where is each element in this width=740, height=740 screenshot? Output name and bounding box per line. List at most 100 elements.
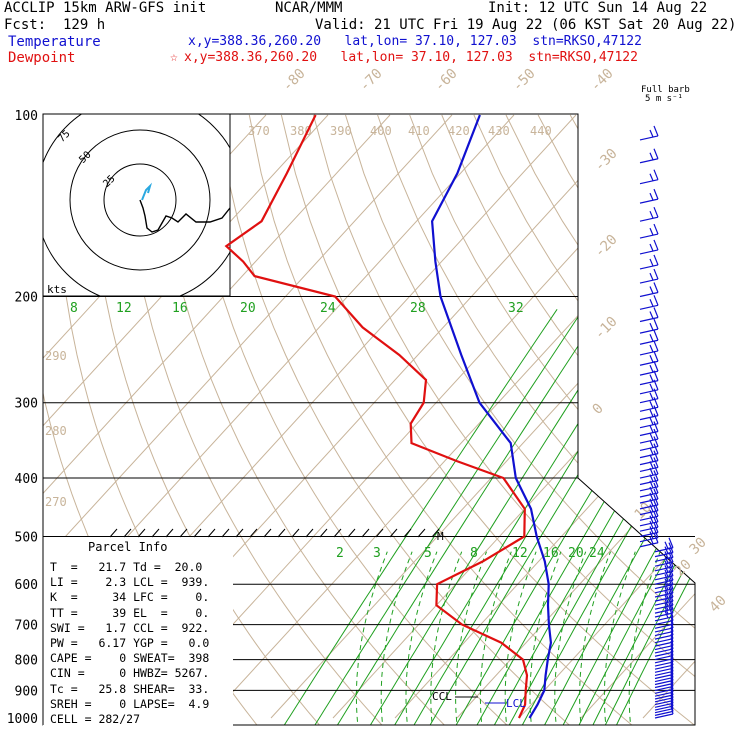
temperature-profile <box>430 114 553 719</box>
mixing-ratio-label: 24 <box>320 301 336 316</box>
hatch-mark <box>249 528 258 538</box>
wind-barb <box>639 470 659 486</box>
wind-barb <box>639 532 659 548</box>
theta-label: 410 <box>408 124 430 138</box>
mixing-ratio-line <box>575 309 695 725</box>
hatch-mark <box>235 528 244 538</box>
mixing-ratio-line <box>589 309 695 725</box>
wind-barb <box>654 700 674 714</box>
mixing-ratio-line <box>280 309 558 725</box>
wind-barb <box>654 666 674 680</box>
isotherm <box>705 115 740 718</box>
mixing-ratio-line <box>473 309 695 725</box>
theta-label: 290 <box>45 349 67 363</box>
wind-barb <box>654 647 674 661</box>
theta-label: 370 <box>248 124 270 138</box>
wind-barb <box>654 697 674 711</box>
wind-barb <box>654 675 674 689</box>
wind-barb <box>654 616 674 629</box>
wind-barb <box>654 705 674 719</box>
model-title: ACCLIP 15km ARW-GFS init <box>4 0 207 16</box>
mixing-ratio-label: 8 <box>470 546 478 561</box>
dewpoint-legend: Dewpoint <box>8 50 76 66</box>
wind-barb <box>639 330 659 345</box>
dry-adiabat <box>377 114 695 725</box>
parcel-row: CELL = 282/27 <box>50 712 141 727</box>
wind-barb <box>654 663 674 677</box>
theta-label: 440 <box>530 124 552 138</box>
mixing-ratio-label: 20 <box>240 301 256 316</box>
wind-barb <box>639 223 659 239</box>
theta-label: 280 <box>45 424 67 438</box>
wind-barb <box>639 307 659 323</box>
wind-barb <box>654 669 674 683</box>
hatch-mark <box>389 528 398 538</box>
hodograph-trace-low <box>141 182 153 201</box>
dry-adiabat <box>120 114 388 725</box>
parcel-row: T = 21.7 Td = 20.0 <box>50 560 203 574</box>
hatch-mark <box>375 528 384 538</box>
moist-adiabat <box>529 551 562 725</box>
lcl-marker: LCL <box>485 697 526 710</box>
wind-barb <box>639 482 659 498</box>
parcel-row: SREH = 0 LAPSE= 4.9 <box>50 696 210 711</box>
barb-scale-label: Full barb <box>641 85 690 95</box>
wind-barb <box>654 703 674 716</box>
dry-adiabat <box>312 114 695 725</box>
pressure-axis: 100 200 300 400 500 600 700 800 900 1000 <box>7 109 38 727</box>
dewpoint-profile <box>224 114 529 719</box>
pressure-tick-label: 500 <box>15 530 38 545</box>
wind-barb <box>639 125 659 141</box>
hatch-mark <box>221 528 230 538</box>
isotherm-label: -70 <box>357 66 386 95</box>
wind-barb <box>639 443 659 459</box>
hatch-mark <box>137 528 146 538</box>
isotherm-label: -10 <box>592 314 621 343</box>
wind-barb <box>639 254 659 270</box>
hodograph-trace <box>139 199 231 233</box>
dewpoint-star-icon: ☆ <box>170 50 178 65</box>
center-label: NCAR/MMM <box>275 0 343 16</box>
mixing-ratio-label: 8 <box>70 301 78 316</box>
wind-barb <box>654 692 674 706</box>
parcel-row: CIN = 0 HWBZ= 5267. <box>50 666 210 681</box>
moist-adiabat <box>380 551 413 725</box>
moist-adiabat <box>405 551 438 725</box>
hatch-mark <box>277 528 286 538</box>
hatch-mark <box>151 528 160 538</box>
hodograph-units: kts <box>47 283 67 296</box>
pressure-tick-label: 700 <box>15 619 38 634</box>
pressure-tick-label: 600 <box>15 578 38 593</box>
dry-adiabat <box>409 114 695 725</box>
wind-barb <box>654 650 674 664</box>
hatch-mark <box>207 528 216 538</box>
wind-barb <box>639 295 659 310</box>
parcel-row: LI = 2.3 LCL = 939. <box>50 575 210 590</box>
mixing-ratio-line <box>541 309 695 725</box>
wind-barb <box>654 657 674 670</box>
hatch-mark <box>403 528 412 538</box>
pressure-tick-label: 100 <box>15 109 38 124</box>
hatch-mark <box>109 528 118 538</box>
dewpoint-location: x,y=388.36,260.20 lat,lon= 37.10, 127.03… <box>184 50 638 65</box>
hatch-mark <box>165 528 174 538</box>
wind-barb <box>654 637 674 651</box>
isotherm-label: -60 <box>432 66 461 95</box>
wind-barb <box>654 689 674 703</box>
mixing-ratio-line <box>518 309 695 725</box>
wind-barb <box>639 494 659 510</box>
isotherm-label: 0 <box>590 401 607 418</box>
barb-scale-units: 5 m s⁻¹ <box>645 94 683 104</box>
pressure-tick-label: 800 <box>15 654 38 669</box>
isotherm-label: 30 <box>687 535 710 558</box>
moist-adiabat <box>504 551 537 725</box>
pressure-tick-label: 200 <box>15 291 38 306</box>
wind-barb <box>639 188 659 204</box>
wind-barb <box>639 318 659 334</box>
wind-barb <box>654 695 674 708</box>
wind-barb <box>654 640 674 654</box>
moist-adiabat <box>479 551 512 725</box>
wind-barb <box>639 522 659 538</box>
wind-barb <box>654 612 674 626</box>
